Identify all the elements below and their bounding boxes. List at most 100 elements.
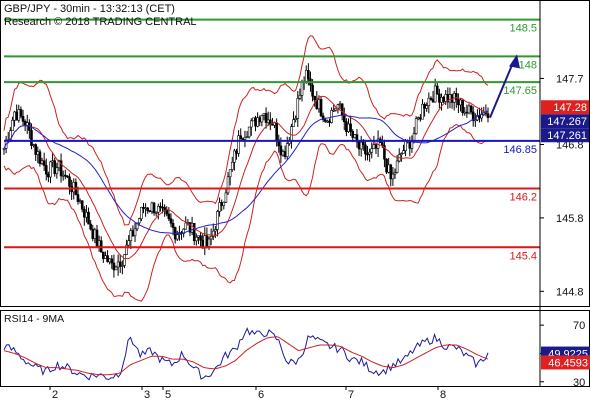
candle-body bbox=[216, 211, 219, 230]
price-tag-upper_band bbox=[541, 100, 589, 115]
candle-body bbox=[444, 94, 448, 102]
x-tick-label: 7 bbox=[348, 389, 354, 400]
candle-body bbox=[95, 229, 99, 247]
candle-body bbox=[249, 120, 253, 128]
candle-body bbox=[144, 207, 147, 210]
price-tag-label: 147.261 bbox=[547, 130, 587, 142]
candle-body bbox=[438, 93, 441, 103]
candle-body bbox=[370, 148, 374, 153]
candle-body bbox=[116, 261, 120, 268]
rsi-y-tick-label: 70 bbox=[573, 320, 585, 332]
candle-body bbox=[474, 119, 477, 122]
candle-body bbox=[264, 113, 268, 123]
candle-body bbox=[150, 202, 154, 212]
candle-body bbox=[83, 208, 86, 218]
candle-body bbox=[421, 103, 424, 120]
candle-body bbox=[184, 222, 188, 230]
candle-body bbox=[40, 160, 44, 164]
candle-body bbox=[260, 115, 264, 123]
candle-body bbox=[465, 111, 469, 114]
y-tick-label: 147.7 bbox=[556, 73, 584, 85]
candle-body bbox=[49, 161, 52, 178]
candle-body bbox=[347, 123, 350, 132]
candle-body bbox=[364, 144, 367, 155]
candle-body bbox=[30, 130, 33, 146]
candle-body bbox=[385, 158, 388, 173]
x-tick-label: 5 bbox=[165, 389, 171, 400]
candle-body bbox=[148, 210, 152, 213]
candle-body bbox=[400, 153, 403, 156]
candle-body bbox=[440, 97, 443, 103]
candle-body bbox=[93, 229, 97, 239]
candle-body bbox=[226, 176, 230, 194]
candle-body bbox=[192, 222, 196, 242]
level-label-resistance: 148.5 bbox=[509, 23, 537, 35]
candle-body bbox=[241, 138, 245, 141]
candle-body bbox=[13, 111, 16, 121]
candle-body bbox=[131, 230, 135, 237]
candle-body bbox=[423, 103, 426, 109]
candle-body bbox=[323, 119, 327, 122]
projection-arrow-line bbox=[489, 60, 515, 119]
candle-body bbox=[142, 206, 145, 209]
candle-body bbox=[230, 161, 234, 170]
candle-body bbox=[342, 114, 346, 123]
candle-body bbox=[207, 238, 211, 247]
candle-body bbox=[332, 109, 336, 112]
bollinger-lower-line bbox=[3, 123, 489, 302]
candle-body bbox=[38, 151, 42, 164]
candle-body bbox=[402, 150, 405, 154]
candle-body bbox=[338, 103, 342, 106]
candle-body bbox=[121, 265, 124, 267]
candle-body bbox=[32, 144, 35, 146]
projection-arrow-head bbox=[509, 54, 520, 69]
candle-body bbox=[368, 151, 371, 155]
candle-body bbox=[53, 160, 57, 174]
candle-body bbox=[224, 192, 228, 203]
candle-body bbox=[362, 141, 365, 146]
candle-body bbox=[152, 202, 156, 214]
price-tag-last bbox=[541, 128, 589, 143]
candle-body bbox=[349, 123, 352, 132]
candle-body bbox=[2, 148, 6, 150]
candle-body bbox=[199, 235, 202, 241]
candle-body bbox=[281, 151, 285, 156]
candle-body bbox=[106, 255, 109, 263]
candle-body bbox=[258, 117, 262, 123]
candle-body bbox=[351, 131, 355, 138]
y-tick-label: 146.8 bbox=[556, 139, 584, 151]
candle-body bbox=[311, 84, 314, 97]
candle-body bbox=[298, 94, 302, 99]
price-tag-last bbox=[541, 114, 589, 129]
candle-body bbox=[156, 206, 160, 213]
level-label-pivot: 146.85 bbox=[503, 144, 537, 156]
candle-body bbox=[61, 174, 65, 177]
candle-body bbox=[389, 164, 393, 180]
candle-body bbox=[486, 113, 490, 118]
x-tick-label: 3 bbox=[144, 389, 150, 400]
candle-body bbox=[391, 173, 395, 180]
level-label-resistance: 147.65 bbox=[503, 85, 537, 97]
candle-body bbox=[220, 202, 223, 206]
candle-body bbox=[387, 164, 390, 173]
candle-body bbox=[419, 117, 422, 120]
candle-body bbox=[214, 229, 217, 232]
candle-body bbox=[176, 234, 179, 240]
candle-body bbox=[471, 111, 475, 121]
candle-body bbox=[279, 145, 283, 156]
candle-body bbox=[91, 228, 95, 239]
candle-body bbox=[243, 136, 247, 140]
rsi-tag-label: 46.4593 bbox=[548, 357, 588, 369]
candle-body bbox=[245, 136, 249, 139]
candle-body bbox=[17, 109, 21, 121]
candle-body bbox=[11, 119, 14, 131]
candle-body bbox=[321, 115, 325, 121]
candle-body bbox=[55, 167, 59, 174]
candle-body bbox=[300, 82, 304, 96]
candle-body bbox=[429, 97, 433, 100]
rsi-title: RSI14 - 9MA bbox=[4, 313, 64, 325]
candle-body bbox=[467, 105, 471, 114]
candle-body bbox=[154, 211, 158, 214]
level-label-support: 146.2 bbox=[509, 192, 537, 204]
